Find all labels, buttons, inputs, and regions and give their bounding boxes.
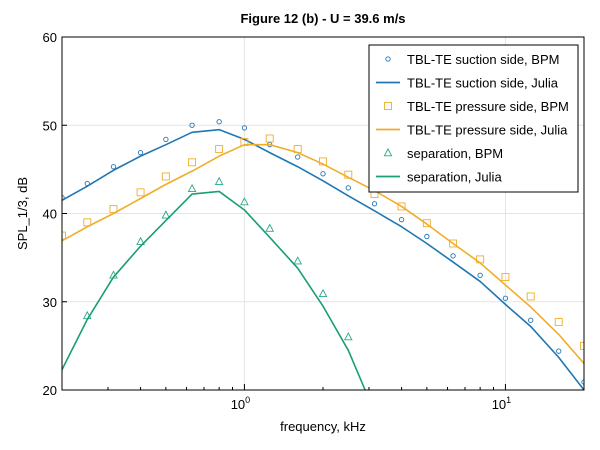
data-point xyxy=(528,317,534,323)
series-line xyxy=(62,143,584,365)
data-point xyxy=(215,145,224,154)
series-layer xyxy=(62,119,584,390)
data-point xyxy=(424,233,430,240)
series-separation-julia xyxy=(62,190,366,390)
series-line xyxy=(62,128,584,390)
y-tick-label: 40 xyxy=(43,207,57,222)
data-point xyxy=(214,176,224,185)
legend-swatch xyxy=(383,148,393,157)
series-separation-bpm xyxy=(82,176,353,341)
series-tbl-te-pressure-side-julia xyxy=(62,143,584,365)
legend-box xyxy=(368,44,579,193)
legend-label: TBL-TE pressure side, Julia xyxy=(407,123,568,138)
legend-swatch xyxy=(384,102,392,110)
data-point xyxy=(136,236,145,245)
data-point xyxy=(318,288,328,298)
y-tick-label: 50 xyxy=(43,118,57,133)
ticks: 20 30 40 50 60 100 101 xyxy=(43,30,585,412)
legend-entry: TBL-TE pressure side, Julia xyxy=(376,123,568,138)
data-point xyxy=(187,183,197,193)
data-point xyxy=(320,171,326,177)
data-point xyxy=(526,292,535,301)
data-point xyxy=(398,217,405,223)
data-point xyxy=(188,158,197,167)
data-point xyxy=(580,341,584,350)
y-axis-label: SPL_1/3, dB xyxy=(15,177,30,250)
x-tick-label: 101 xyxy=(492,395,511,412)
data-point xyxy=(293,256,303,265)
data-point xyxy=(477,272,483,278)
data-point xyxy=(345,185,351,191)
data-point xyxy=(216,119,222,125)
x-tick-label: 100 xyxy=(231,395,250,412)
legend-label: TBL-TE pressure side, BPM xyxy=(407,99,569,114)
data-point xyxy=(265,134,274,143)
legend-entry: TBL-TE suction side, Julia xyxy=(376,76,559,91)
series-line xyxy=(62,190,366,390)
data-point xyxy=(137,149,144,156)
data-point xyxy=(62,231,66,240)
data-point xyxy=(83,218,92,227)
x-axis-label: frequency, kHz xyxy=(280,419,366,434)
data-point xyxy=(265,223,275,232)
data-point xyxy=(161,210,171,219)
legend-label: separation, BPM xyxy=(407,146,503,161)
data-point xyxy=(449,239,458,248)
data-point xyxy=(556,348,562,354)
legend-entry: separation, BPM xyxy=(383,146,503,161)
data-point xyxy=(161,172,170,181)
legend-entry: separation, Julia xyxy=(376,170,502,185)
data-point xyxy=(343,332,353,341)
data-point xyxy=(136,188,145,197)
series-tbl-te-suction-side-bpm xyxy=(62,119,584,385)
data-point xyxy=(501,273,510,281)
data-point xyxy=(502,295,509,301)
legend-label: separation, Julia xyxy=(407,170,502,185)
legend-label: TBL-TE suction side, Julia xyxy=(407,76,559,91)
legend-label: TBL-TE suction side, BPM xyxy=(407,52,559,67)
data-point xyxy=(371,201,378,207)
series-tbl-te-suction-side-julia xyxy=(62,128,584,390)
legend: TBL-TE suction side, BPM TBL-TE suction s… xyxy=(368,44,579,193)
data-point xyxy=(189,122,195,128)
data-point xyxy=(240,197,249,206)
legend-entry: TBL-TE suction side, BPM xyxy=(385,52,559,67)
data-point xyxy=(295,154,301,160)
data-point xyxy=(554,318,563,326)
data-point xyxy=(397,202,406,211)
data-point xyxy=(241,125,248,131)
y-tick-label: 30 xyxy=(43,295,57,310)
y-tick-label: 60 xyxy=(43,30,57,45)
legend-entry: TBL-TE pressure side, BPM xyxy=(384,99,569,114)
data-point xyxy=(62,194,65,201)
legend-swatch xyxy=(385,56,391,62)
data-point xyxy=(450,253,456,259)
data-point xyxy=(422,219,431,228)
data-point xyxy=(163,136,169,143)
data-point xyxy=(110,164,117,170)
chart-title: Figure 12 (b) - U = 39.6 m/s xyxy=(240,11,405,26)
y-tick-label: 20 xyxy=(43,383,57,398)
plot-area xyxy=(62,119,584,390)
